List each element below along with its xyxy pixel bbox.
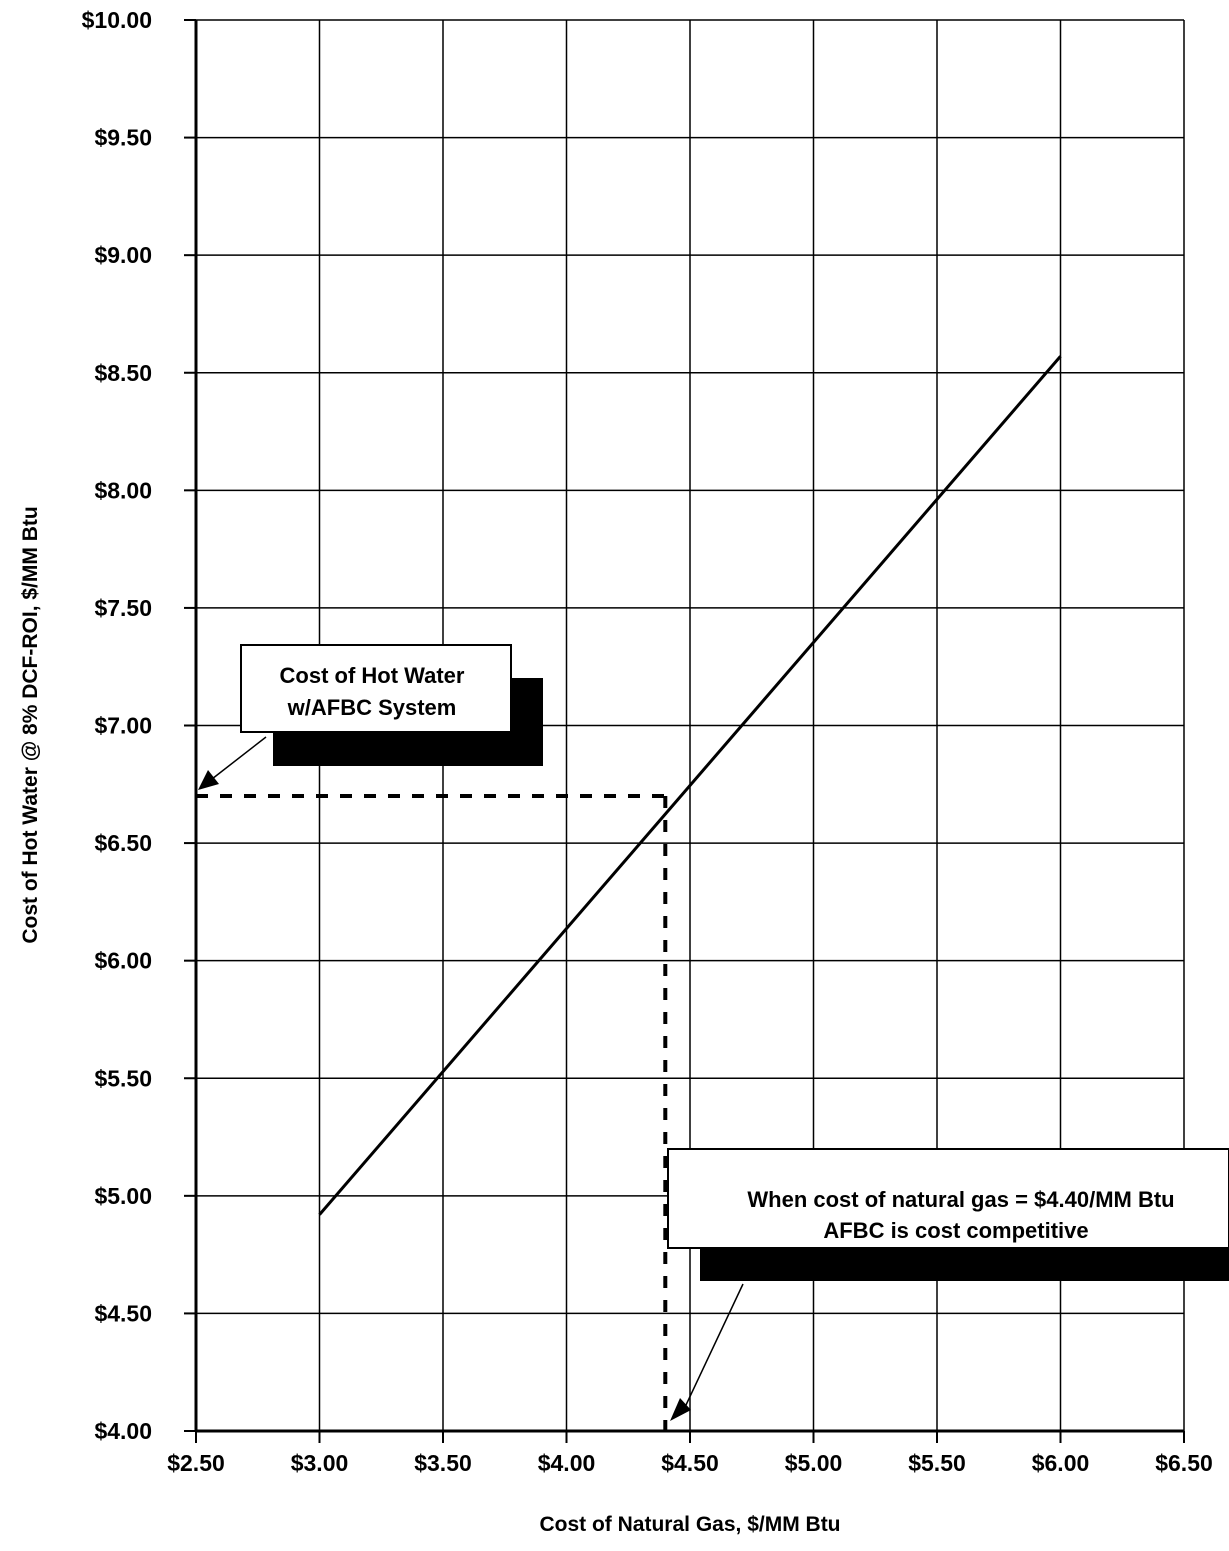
- callout-competitive-pointer: [685, 1283, 744, 1406]
- y-tick-label: $5.00: [94, 1183, 152, 1209]
- y-axis-label: Cost of Hot Water @ 8% DCF-ROI, $/MM Btu: [19, 506, 42, 943]
- callout-hot-water: Cost of Hot Water w/AFBC System: [198, 644, 543, 790]
- callout-competitive: When cost of natural gas = $4.40/MM Btu …: [667, 1148, 1229, 1421]
- y-tick-label: $4.00: [94, 1418, 152, 1444]
- callout-competitive-arrowhead: [670, 1398, 691, 1421]
- callout-hot-water-arrowhead: [198, 770, 219, 790]
- y-tick-label: $8.00: [94, 477, 152, 503]
- callout-competitive-line-1: When cost of natural gas = $4.40/MM Btu: [747, 1187, 1174, 1212]
- x-tick-label: $3.50: [414, 1450, 472, 1476]
- y-tick-label: $4.50: [94, 1300, 152, 1326]
- reference-lines: [196, 794, 668, 1431]
- y-tick-label: $5.50: [94, 1065, 152, 1091]
- x-tick-label: $6.00: [1032, 1450, 1090, 1476]
- y-tick-label: $6.00: [94, 948, 152, 974]
- y-tick-label: $9.00: [94, 242, 152, 268]
- callout-competitive-line-2: AFBC is cost competitive: [823, 1218, 1088, 1243]
- x-tick-label: $5.00: [785, 1450, 843, 1476]
- x-tick-labels: $2.50 $3.00 $3.50 $4.00 $4.50 $5.00 $5.50 $6.00…: [167, 1450, 1213, 1476]
- x-tick-label: $6.50: [1155, 1450, 1213, 1476]
- x-axis-label: Cost of Natural Gas, $/MM Btu: [539, 1513, 840, 1536]
- callout-hot-water-box: [240, 644, 512, 733]
- series: [318, 355, 1062, 1216]
- callout-hot-water-line-2: w/AFBC System: [287, 695, 457, 720]
- y-tick-label: $7.50: [94, 595, 152, 621]
- callout-hot-water-line-1: Cost of Hot Water: [280, 663, 465, 688]
- callout-competitive-box: [667, 1148, 1229, 1249]
- x-tick-label: $5.50: [908, 1450, 966, 1476]
- x-tick-label: $3.00: [291, 1450, 349, 1476]
- x-tick-label: $4.50: [661, 1450, 719, 1476]
- callout-hot-water-pointer: [211, 736, 267, 780]
- y-tick-label: $10.00: [82, 7, 152, 33]
- x-tick-label: $4.00: [538, 1450, 596, 1476]
- y-tick-label: $9.50: [94, 125, 152, 151]
- y-tick-labels: $10.00 $9.50 $9.00 $8.50 $8.00 $7.50 $7.00 $6.5…: [82, 7, 152, 1444]
- y-tick-label: $8.50: [94, 360, 152, 386]
- y-tick-label: $6.50: [94, 830, 152, 856]
- y-tick-label: $7.00: [94, 713, 152, 739]
- axes: [184, 19, 1185, 1443]
- series-line: [318, 355, 1062, 1216]
- x-tick-label: $2.50: [167, 1450, 225, 1476]
